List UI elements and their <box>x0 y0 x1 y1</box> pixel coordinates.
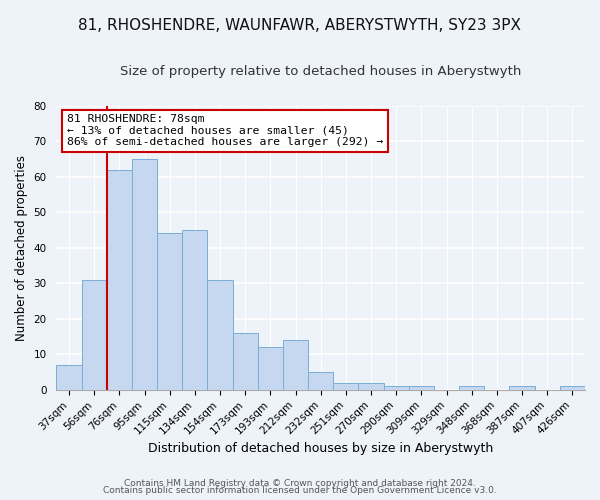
Bar <box>82 280 107 390</box>
Bar <box>383 386 409 390</box>
Bar <box>157 234 182 390</box>
Bar <box>208 280 233 390</box>
Bar <box>509 386 535 390</box>
Bar <box>560 386 585 390</box>
Bar <box>308 372 333 390</box>
Bar <box>56 365 82 390</box>
Bar <box>258 347 283 390</box>
Bar <box>283 340 308 390</box>
Title: Size of property relative to detached houses in Aberystwyth: Size of property relative to detached ho… <box>120 65 521 78</box>
Bar <box>132 159 157 390</box>
Bar <box>459 386 484 390</box>
Text: Contains HM Land Registry data © Crown copyright and database right 2024.: Contains HM Land Registry data © Crown c… <box>124 478 476 488</box>
Text: Contains public sector information licensed under the Open Government Licence v3: Contains public sector information licen… <box>103 486 497 495</box>
Text: 81 RHOSHENDRE: 78sqm
← 13% of detached houses are smaller (45)
86% of semi-detac: 81 RHOSHENDRE: 78sqm ← 13% of detached h… <box>67 114 383 148</box>
Text: 81, RHOSHENDRE, WAUNFAWR, ABERYSTWYTH, SY23 3PX: 81, RHOSHENDRE, WAUNFAWR, ABERYSTWYTH, S… <box>79 18 521 32</box>
Bar <box>409 386 434 390</box>
Bar <box>182 230 208 390</box>
X-axis label: Distribution of detached houses by size in Aberystwyth: Distribution of detached houses by size … <box>148 442 493 455</box>
Bar <box>333 383 358 390</box>
Bar <box>107 170 132 390</box>
Bar <box>233 333 258 390</box>
Bar <box>358 383 383 390</box>
Y-axis label: Number of detached properties: Number of detached properties <box>15 154 28 340</box>
